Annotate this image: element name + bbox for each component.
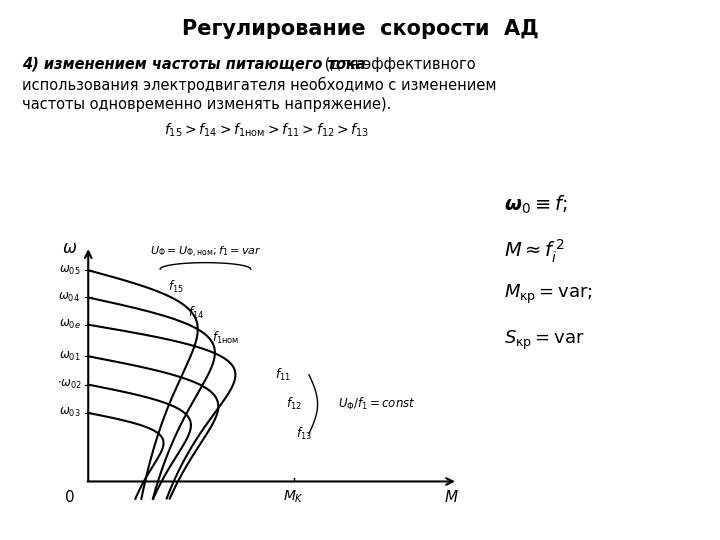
Text: $M$: $M$ <box>444 489 459 505</box>
Text: $f_{15}$: $f_{15}$ <box>168 279 184 295</box>
Text: использования электродвигателя необходимо с изменением: использования электродвигателя необходим… <box>22 77 496 93</box>
Text: $M_K$: $M_K$ <box>283 489 304 505</box>
Text: $\omega_{04}$: $\omega_{04}$ <box>58 291 81 304</box>
Text: $\omega$: $\omega$ <box>62 239 77 258</box>
Text: $\omega_{05}$: $\omega_{05}$ <box>58 264 80 277</box>
Text: $U_{\Phi}=U_{\Phi,\mathrm{ном}}; f_1=var$: $U_{\Phi}=U_{\Phi,\mathrm{ном}}; f_1=var… <box>150 245 261 260</box>
Text: (для эффективного: (для эффективного <box>320 57 476 72</box>
Text: $S_{\mathrm{\kappa p}} = \mathrm{var}$: $S_{\mathrm{\kappa p}} = \mathrm{var}$ <box>504 329 585 352</box>
Text: $\omega_{01}$: $\omega_{01}$ <box>58 350 80 363</box>
Text: $\omega_{03}$: $\omega_{03}$ <box>58 406 80 420</box>
Text: Регулирование  скорости  АД: Регулирование скорости АД <box>181 19 539 39</box>
Text: $f_{12}$: $f_{12}$ <box>286 396 302 412</box>
Text: $f_{13}$: $f_{13}$ <box>296 426 312 442</box>
Text: $M \approx f_i^{\,2}$: $M \approx f_i^{\,2}$ <box>504 238 564 265</box>
Text: 4) изменением частоты питающего тока: 4) изменением частоты питающего тока <box>22 57 365 72</box>
Text: $f_{11}$: $f_{11}$ <box>276 367 292 383</box>
Text: $f_{14}$: $f_{14}$ <box>188 305 204 321</box>
Text: $f_{1\mathrm{ном}}$: $f_{1\mathrm{ном}}$ <box>212 330 239 346</box>
Text: $0$: $0$ <box>64 489 75 505</box>
Text: частоты одновременно изменять напряжение).: частоты одновременно изменять напряжение… <box>22 97 391 112</box>
Text: $\boldsymbol{\omega}_0 \equiv f;$: $\boldsymbol{\omega}_0 \equiv f;$ <box>504 194 567 217</box>
Text: $U_{\Phi}/f_1=const$: $U_{\Phi}/f_1=const$ <box>338 396 416 412</box>
Text: $f_{15}>f_{14}>f_{1\mathrm{ном}}>f_{11}>f_{12}>f_{13}$: $f_{15}>f_{14}>f_{1\mathrm{ном}}>f_{11}>… <box>163 122 369 139</box>
Text: $\cdot\omega_{02}$: $\cdot\omega_{02}$ <box>57 378 82 391</box>
Text: $\omega_{0e}$: $\omega_{0e}$ <box>58 318 81 331</box>
Text: $M_{\mathrm{\kappa p}} = \mathrm{var};$: $M_{\mathrm{\kappa p}} = \mathrm{var};$ <box>504 283 593 306</box>
